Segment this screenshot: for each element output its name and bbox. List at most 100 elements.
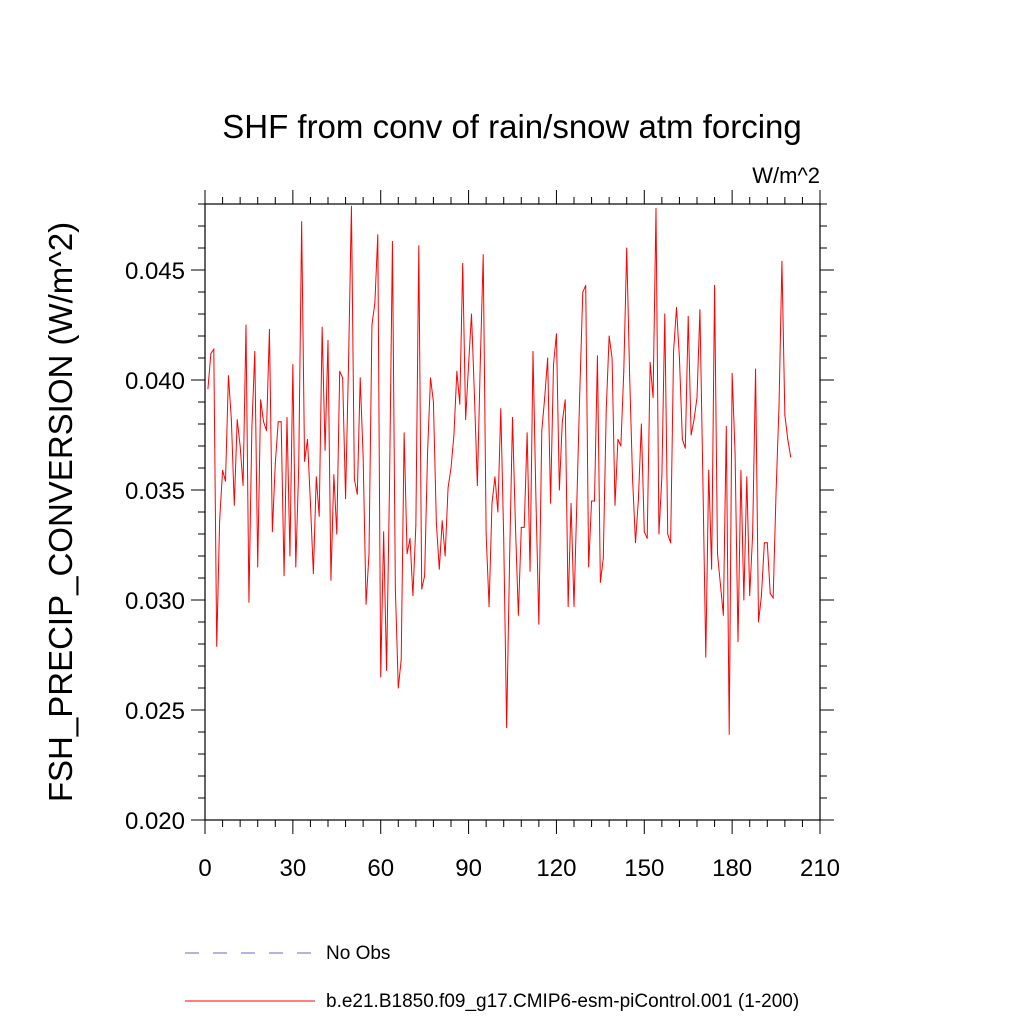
- data-point: [743, 599, 745, 601]
- x-tick-label: 150: [624, 855, 664, 882]
- data-point: [254, 350, 256, 352]
- data-point: [722, 614, 724, 616]
- data-point: [353, 478, 355, 480]
- data-point: [242, 485, 244, 487]
- data-point: [304, 460, 306, 462]
- data-point: [327, 339, 329, 341]
- data-point: [608, 335, 610, 337]
- data-point: [614, 504, 616, 506]
- data-point: [699, 309, 701, 311]
- x-tick-label: 60: [367, 855, 394, 882]
- data-point: [778, 405, 780, 407]
- data-point: [746, 476, 748, 478]
- data-point: [257, 566, 259, 568]
- data-point: [781, 260, 783, 262]
- data-point: [529, 570, 531, 572]
- data-point: [444, 555, 446, 557]
- data-point: [570, 502, 572, 504]
- data-point: [391, 240, 393, 242]
- data-point: [298, 467, 300, 469]
- data-point: [268, 328, 270, 330]
- data-point: [216, 645, 218, 647]
- y-tick-label: 0.040: [125, 368, 185, 395]
- data-point: [637, 498, 639, 500]
- data-point: [427, 452, 429, 454]
- y-tick-label: 0.030: [125, 588, 185, 615]
- data-point: [295, 566, 297, 568]
- data-point: [541, 430, 543, 432]
- data-point: [772, 597, 774, 599]
- data-point: [473, 394, 475, 396]
- data-point: [687, 315, 689, 317]
- data-point: [342, 377, 344, 379]
- data-point: [482, 254, 484, 256]
- data-point: [573, 606, 575, 608]
- x-tick-label: 0: [198, 855, 211, 882]
- data-point: [479, 361, 481, 363]
- data-point: [494, 476, 496, 478]
- legend-label-series: b.e21.B1850.f09_g17.CMIP6-esm-piControl.…: [326, 991, 799, 1012]
- data-point: [544, 397, 546, 399]
- data-point: [763, 542, 765, 544]
- data-point: [605, 410, 607, 412]
- data-point: [714, 284, 716, 286]
- data-point: [555, 333, 557, 335]
- data-point: [362, 456, 364, 458]
- data-point: [635, 542, 636, 544]
- y-tick-label: 0.025: [125, 698, 185, 725]
- data-point: [582, 291, 584, 293]
- data-point: [406, 553, 408, 555]
- data-point: [567, 606, 569, 608]
- data-point: [503, 537, 505, 539]
- data-point: [664, 313, 666, 315]
- data-point: [693, 419, 695, 421]
- data-point: [251, 427, 253, 429]
- x-tick-label: 120: [536, 855, 576, 882]
- data-point: [465, 419, 467, 421]
- x-tick-label: 210: [800, 855, 840, 882]
- data-point: [468, 364, 470, 366]
- data-point: [394, 588, 396, 590]
- data-point: [459, 403, 461, 405]
- data-point: [227, 375, 229, 377]
- data-point: [350, 205, 352, 207]
- data-point: [239, 445, 241, 447]
- data-point: [213, 348, 215, 350]
- data-point: [696, 397, 698, 399]
- data-point: [649, 361, 651, 363]
- data-point: [512, 416, 513, 418]
- data-point: [611, 357, 613, 359]
- data-point: [371, 324, 373, 326]
- data-point: [626, 247, 628, 249]
- data-point: [667, 533, 669, 535]
- data-point: [673, 350, 675, 352]
- data-point: [514, 524, 516, 526]
- data-point: [471, 313, 472, 315]
- data-point: [309, 502, 311, 504]
- data-point: [719, 584, 721, 586]
- data-point: [532, 350, 534, 352]
- data-point: [263, 421, 265, 423]
- data-point: [731, 372, 733, 374]
- legend: No Obs b.e21.B1850.f09_g17.CMIP6-esm-piC…: [185, 943, 799, 1012]
- data-point: [333, 474, 335, 476]
- data-point: [632, 478, 634, 480]
- data-point: [307, 438, 308, 440]
- data-point: [596, 355, 598, 357]
- data-point: [453, 434, 455, 436]
- data-point: [594, 500, 595, 502]
- data-point: [602, 557, 604, 559]
- data-point: [623, 370, 625, 372]
- data-point: [424, 575, 426, 577]
- data-point: [646, 537, 648, 539]
- data-point: [740, 469, 742, 471]
- data-point: [690, 434, 692, 436]
- data-point: [336, 533, 338, 535]
- data-point: [728, 733, 730, 735]
- y-tick-label: 0.020: [125, 808, 185, 835]
- data-point: [430, 377, 431, 379]
- legend-label-no-obs: No Obs: [326, 943, 390, 964]
- data-point: [620, 445, 622, 447]
- data-point: [339, 370, 341, 372]
- data-point: [289, 555, 291, 557]
